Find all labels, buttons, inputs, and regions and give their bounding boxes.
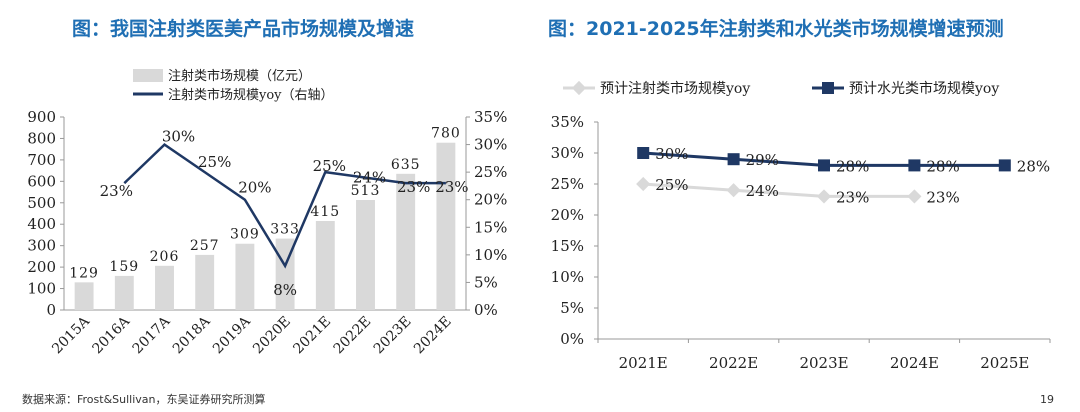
left-y-tick-label: 500	[27, 194, 56, 212]
water-light-yoy-label: 28%	[926, 157, 959, 175]
water-light-yoy-point	[727, 153, 740, 166]
injection-yoy-point	[726, 183, 741, 198]
injection-yoy-point	[816, 189, 832, 204]
bar-value-label: 513	[351, 183, 381, 199]
x-tick-label: 2025E	[980, 354, 1029, 372]
water-light-yoy-label: 30%	[655, 145, 688, 163]
right-y-tick-label: 35%	[474, 108, 507, 126]
bar	[114, 275, 134, 310]
injection-yoy-point	[636, 176, 651, 192]
yoy-data-label: 30%	[162, 128, 195, 146]
left-y-tick-label: 200	[27, 258, 56, 276]
right-y-tick-label: 30%	[474, 136, 507, 154]
bar	[436, 142, 456, 310]
bar	[315, 221, 335, 310]
right-y-tick-label: 15%	[474, 218, 507, 236]
legend-square-marker	[822, 82, 834, 94]
left-y-tick-label: 600	[27, 172, 56, 190]
yoy-data-label: 23%	[435, 178, 468, 196]
x-tick-label: 2024E	[890, 354, 939, 372]
x-tick-label: 2021E	[619, 354, 668, 372]
yoy-data-label: 25%	[313, 157, 346, 175]
y-tick-label: 30%	[551, 144, 584, 162]
water-light-yoy-label: 28%	[836, 157, 869, 175]
right-y-tick-label: 25%	[474, 163, 507, 181]
page-number: 19	[1040, 393, 1054, 406]
right-y-tick-label: 5%	[474, 273, 498, 291]
bar-value-label: 780	[431, 126, 461, 142]
bar-value-label: 129	[69, 265, 99, 281]
injection-yoy-label: 23%	[926, 188, 959, 206]
legend-bar-swatch	[133, 69, 163, 82]
legend-line-label: 注射类市场规模yoy（右轴）	[168, 87, 334, 103]
bar-value-label: 257	[190, 238, 220, 254]
water-light-yoy-point	[818, 159, 830, 172]
y-tick-label: 10%	[551, 268, 584, 286]
left-y-tick-label: 400	[27, 215, 56, 233]
injection-yoy-label: 24%	[746, 182, 779, 200]
bar	[356, 199, 375, 310]
injection-yoy-label: 25%	[655, 176, 688, 194]
y-tick-label: 15%	[551, 237, 584, 255]
left-y-tick-label: 700	[27, 151, 56, 169]
water-light-yoy-label: 28%	[1017, 157, 1050, 175]
left-chart-title: 图：我国注射类医美产品市场规模及增速	[72, 18, 415, 40]
left-y-tick-label: 100	[27, 280, 56, 298]
left-y-tick-label: 300	[27, 237, 56, 255]
legend-injection-label: 预计注射类市场规模yoy	[600, 80, 750, 97]
right-y-tick-label: 20%	[474, 191, 507, 209]
injection-yoy-point	[907, 189, 922, 204]
yoy-line	[123, 142, 446, 269]
bar	[195, 254, 215, 310]
bar	[396, 173, 416, 310]
right-y-tick-label: 0%	[474, 301, 498, 319]
water-light-yoy-label: 29%	[746, 151, 779, 169]
bar	[74, 282, 94, 310]
left-y-tick-label: 0	[46, 301, 56, 319]
y-tick-label: 25%	[551, 175, 584, 193]
left-y-tick-label: 800	[27, 129, 56, 147]
y-tick-label: 20%	[551, 206, 584, 224]
bar	[235, 243, 255, 310]
x-tick-label: 2022E	[709, 354, 758, 372]
injection-yoy-label: 23%	[836, 188, 869, 206]
bar-value-label: 333	[270, 222, 300, 238]
y-tick-label: 35%	[551, 113, 584, 131]
yoy-data-label: 25%	[198, 153, 231, 171]
bar	[155, 265, 174, 310]
yoy-data-label: 24%	[353, 169, 386, 187]
data-source-note: 数据来源：Frost&Sullivan，东吴证券研究所测算	[22, 393, 266, 406]
right-chart-title: 图：2021-2025年注射类和水光类市场规模增速预测	[548, 18, 1004, 40]
yoy-data-label: 20%	[238, 179, 271, 197]
right-y-tick-label: 10%	[474, 246, 507, 264]
bar-value-label: 206	[150, 249, 180, 265]
left-y-tick-label: 900	[27, 108, 56, 126]
bar-value-label: 415	[310, 204, 340, 220]
water-light-yoy-point	[637, 147, 650, 159]
y-tick-label: 0%	[560, 330, 584, 348]
legend-diamond-marker	[571, 80, 587, 96]
legend-water-light-label: 预计水光类市场规模yoy	[849, 80, 999, 97]
y-tick-label: 5%	[560, 299, 584, 317]
yoy-data-label: 23%	[397, 178, 430, 196]
x-tick-label: 2023E	[799, 354, 848, 372]
bar-value-label: 635	[391, 157, 421, 173]
water-light-yoy-point	[908, 159, 921, 172]
legend-bar-label: 注射类市场规模（亿元）	[168, 68, 311, 84]
bar-value-label: 309	[230, 227, 260, 243]
water-light-yoy-point	[998, 159, 1011, 172]
yoy-data-label: 8%	[273, 281, 297, 299]
yoy-data-label: 23%	[100, 182, 133, 200]
injection-yoy-line	[643, 182, 915, 198]
bar-value-label: 159	[109, 259, 139, 275]
